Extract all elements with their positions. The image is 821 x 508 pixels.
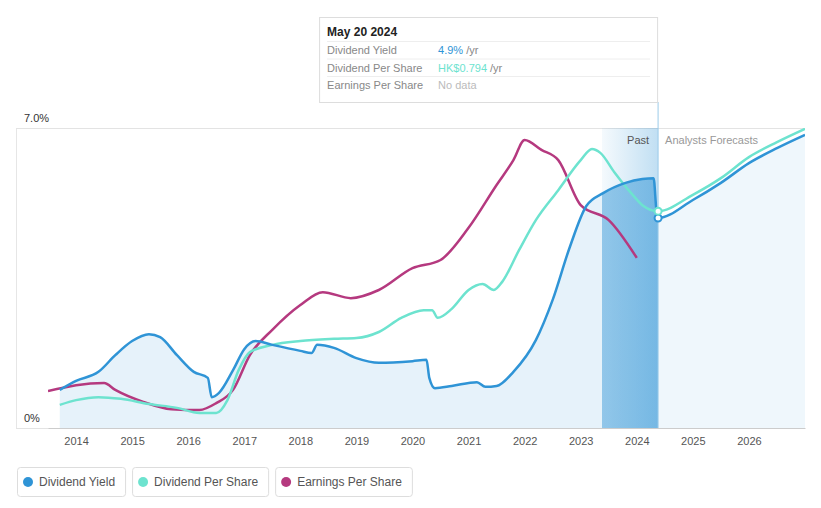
series-line [60, 135, 805, 397]
x-tick: 2016 [176, 428, 200, 447]
x-tick: 2026 [737, 428, 761, 447]
tooltip-label: Earnings Per Share [327, 79, 423, 91]
x-tick: 2022 [513, 428, 537, 447]
y-tick-label: 7.0% [24, 112, 49, 124]
x-tick: 2018 [289, 428, 313, 447]
marker [655, 208, 662, 215]
x-axis: 2014 2015 2016 2017 2018 2019 2020 2021 2022 2023… [49, 428, 806, 447]
x-tick: 2025 [681, 428, 705, 447]
x-tick: 2020 [401, 428, 425, 447]
legend-swatch [23, 477, 33, 487]
grid-line [16, 428, 805, 429]
tooltip-value: HK$0.794 [438, 62, 487, 74]
legend-label: Earnings Per Share [297, 475, 402, 489]
tooltip-separator [327, 41, 650, 42]
tooltip-unit: /yr [490, 62, 503, 74]
x-tick-label: 2026 [737, 435, 761, 447]
tooltip-unit: /yr [466, 44, 479, 56]
tooltip: May 20 2024Dividend Yield4.9%/yrDividend… [320, 18, 658, 103]
tooltip-label: Dividend Yield [327, 44, 397, 56]
y-tick: 7.0% [16, 112, 805, 128]
x-tick-label: 2016 [176, 435, 200, 447]
legend-box [133, 468, 269, 497]
legend-item[interactable]: Dividend Per Share [133, 468, 269, 497]
tooltip-separator [327, 59, 650, 60]
forecast-label: Analysts Forecasts [665, 134, 758, 146]
x-tick-label: 2017 [233, 435, 257, 447]
y-axis-line [17, 129, 806, 429]
legend-box [18, 468, 126, 497]
tooltip-label: Dividend Per Share [327, 62, 422, 74]
tooltip-date: May 20 2024 [327, 25, 397, 39]
legend-swatch [138, 477, 148, 487]
x-tick-label: 2019 [345, 435, 369, 447]
x-tick-label: 2022 [513, 435, 537, 447]
x-axis-line [49, 428, 806, 429]
x-tick: 2021 [457, 428, 481, 447]
x-tick-label: 2024 [625, 435, 649, 447]
x-tick-label: 2021 [457, 435, 481, 447]
series-line [60, 129, 805, 413]
x-tick: 2019 [345, 428, 369, 447]
tooltip-value: No data [438, 79, 477, 91]
x-tick-label: 2023 [569, 435, 593, 447]
divider-line [658, 102, 659, 428]
legend-item[interactable]: Dividend Yield [18, 468, 126, 497]
series-line [48, 140, 637, 410]
legend-label: Dividend Per Share [154, 475, 258, 489]
x-tick-label: 2014 [64, 435, 88, 447]
x-tick: 2014 [64, 428, 88, 447]
x-tick: 2023 [569, 428, 593, 447]
chart-svg: 0%7.0%2014201520162017201820192020202120… [0, 0, 821, 508]
legend-label: Dividend Yield [39, 475, 115, 489]
legend-item[interactable]: Earnings Per Share [276, 468, 413, 497]
x-tick-label: 2020 [401, 435, 425, 447]
x-tick: 2015 [120, 428, 144, 447]
tooltip-separator [327, 76, 650, 77]
y-axis: 0% 7.0% [16, 112, 805, 428]
area-forecast-group [658, 135, 805, 428]
x-tick-label: 2018 [289, 435, 313, 447]
tooltip-box [320, 18, 658, 103]
x-tick-label: 2025 [681, 435, 705, 447]
area-forecast [658, 135, 805, 428]
area-past-band-group [602, 135, 658, 428]
legend: Dividend Yield Dividend Per Share Earnings… [18, 468, 413, 497]
tooltip-value: 4.9% [438, 44, 463, 56]
past-label: Past [627, 134, 649, 146]
y-tick-label: 0% [24, 412, 40, 424]
area-past-band [602, 135, 658, 428]
x-tick: 2024 [625, 428, 649, 447]
x-tick-label: 2015 [120, 435, 144, 447]
chart-root: 0%7.0%2014201520162017201820192020202120… [0, 0, 821, 508]
legend-box [276, 468, 413, 497]
x-tick: 2017 [233, 428, 257, 447]
grid-line [16, 128, 805, 129]
plot-area [48, 128, 805, 428]
legend-swatch [281, 477, 291, 487]
